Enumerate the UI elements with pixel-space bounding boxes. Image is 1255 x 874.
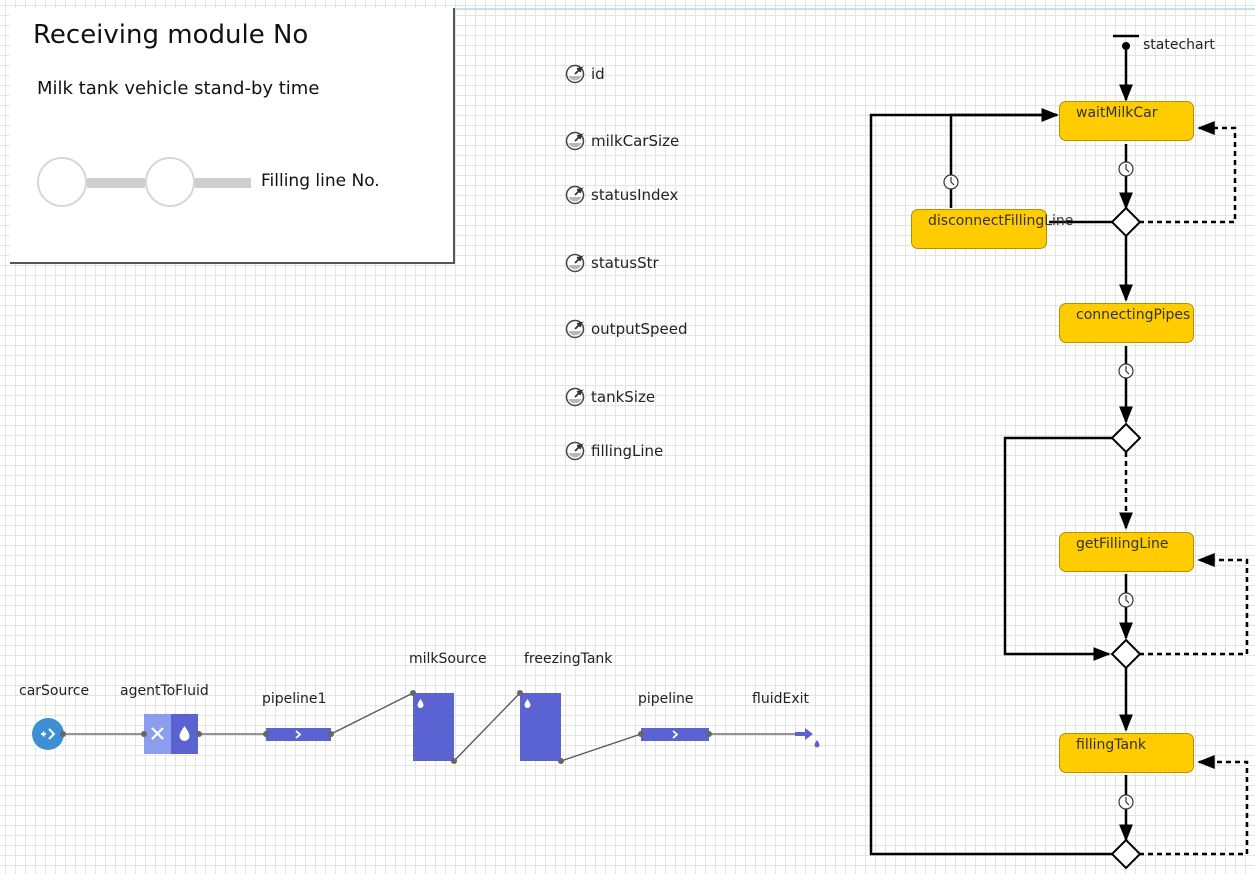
fluid-drop-icon xyxy=(179,726,190,741)
state-label: fillingTank xyxy=(1076,737,1147,753)
timeout-icon xyxy=(943,161,1134,810)
parameter-icon xyxy=(565,185,585,205)
state-getfillingline[interactable]: getFillingLine xyxy=(1059,532,1194,572)
panel-title: Receiving module No xyxy=(33,20,309,50)
pipeline-block[interactable] xyxy=(641,728,709,741)
parameter-icon xyxy=(565,131,585,151)
param-label: id xyxy=(591,65,605,83)
receiving-module-panel[interactable]: Receiving module No Milk tank vehicle st… xyxy=(10,8,455,264)
parameter-icon xyxy=(565,387,585,407)
state-disconnectfillingline[interactable]: disconnectFillingLine xyxy=(911,209,1073,249)
state-label: waitMilkCar xyxy=(1076,105,1158,121)
filling-line-bar-1 xyxy=(87,178,145,188)
state-label: connectingPipes xyxy=(1076,307,1191,323)
agenttofluid-label: agentToFluid xyxy=(120,683,209,699)
fluid-drop-icon xyxy=(417,699,424,708)
param-label: statusStr xyxy=(591,254,659,272)
param-label: milkCarSize xyxy=(591,132,680,150)
fluid-drop-icon xyxy=(524,699,531,708)
parameter-icon xyxy=(565,64,585,84)
branch-icon[interactable] xyxy=(1110,206,1142,870)
filling-line-bar-2 xyxy=(195,178,251,188)
milksource-label: milkSource xyxy=(409,651,487,667)
fluidexit-block[interactable] xyxy=(795,728,820,748)
param-label: tankSize xyxy=(591,388,656,406)
filling-line-indicator-1 xyxy=(37,157,87,207)
carsource-label: carSource xyxy=(19,683,90,699)
param-label: outputSpeed xyxy=(591,320,688,338)
pipeline1-block[interactable] xyxy=(266,728,331,741)
pipeline-label: pipeline xyxy=(638,691,694,707)
state-connectingpipes[interactable]: connectingPipes xyxy=(1059,303,1194,343)
parameter-icon xyxy=(565,441,585,461)
agenttofluid-block[interactable] xyxy=(144,714,198,754)
carsource-block[interactable] xyxy=(32,718,64,750)
freezingtank-label: freezingTank xyxy=(524,651,613,667)
statechart-label: statechart xyxy=(1143,37,1215,53)
fluidexit-label: fluidExit xyxy=(752,691,809,707)
freezingtank-tank[interactable] xyxy=(520,693,561,761)
filling-line-indicator-2 xyxy=(145,157,195,207)
parameter-icon xyxy=(565,319,585,339)
state-label: getFillingLine xyxy=(1076,536,1169,552)
milksource-tank[interactable] xyxy=(413,693,454,761)
param-label: fillingLine xyxy=(591,442,664,460)
standby-time-label: Milk tank vehicle stand-by time xyxy=(37,78,320,99)
parameter-icon xyxy=(565,253,585,273)
state-label: disconnectFillingLine xyxy=(928,213,1074,229)
param-label: statusIndex xyxy=(591,186,679,204)
flow-connectors xyxy=(63,692,795,762)
pipeline1-label: pipeline1 xyxy=(262,691,327,707)
canvas-top-border xyxy=(455,8,1255,10)
port-dots xyxy=(60,690,712,764)
state-waitmilkcar[interactable]: waitMilkCar xyxy=(1059,101,1194,141)
state-fillingtank[interactable]: fillingTank xyxy=(1059,733,1194,773)
statechart-entry xyxy=(1113,34,1139,102)
filling-line-label: Filling line No. xyxy=(261,171,380,191)
